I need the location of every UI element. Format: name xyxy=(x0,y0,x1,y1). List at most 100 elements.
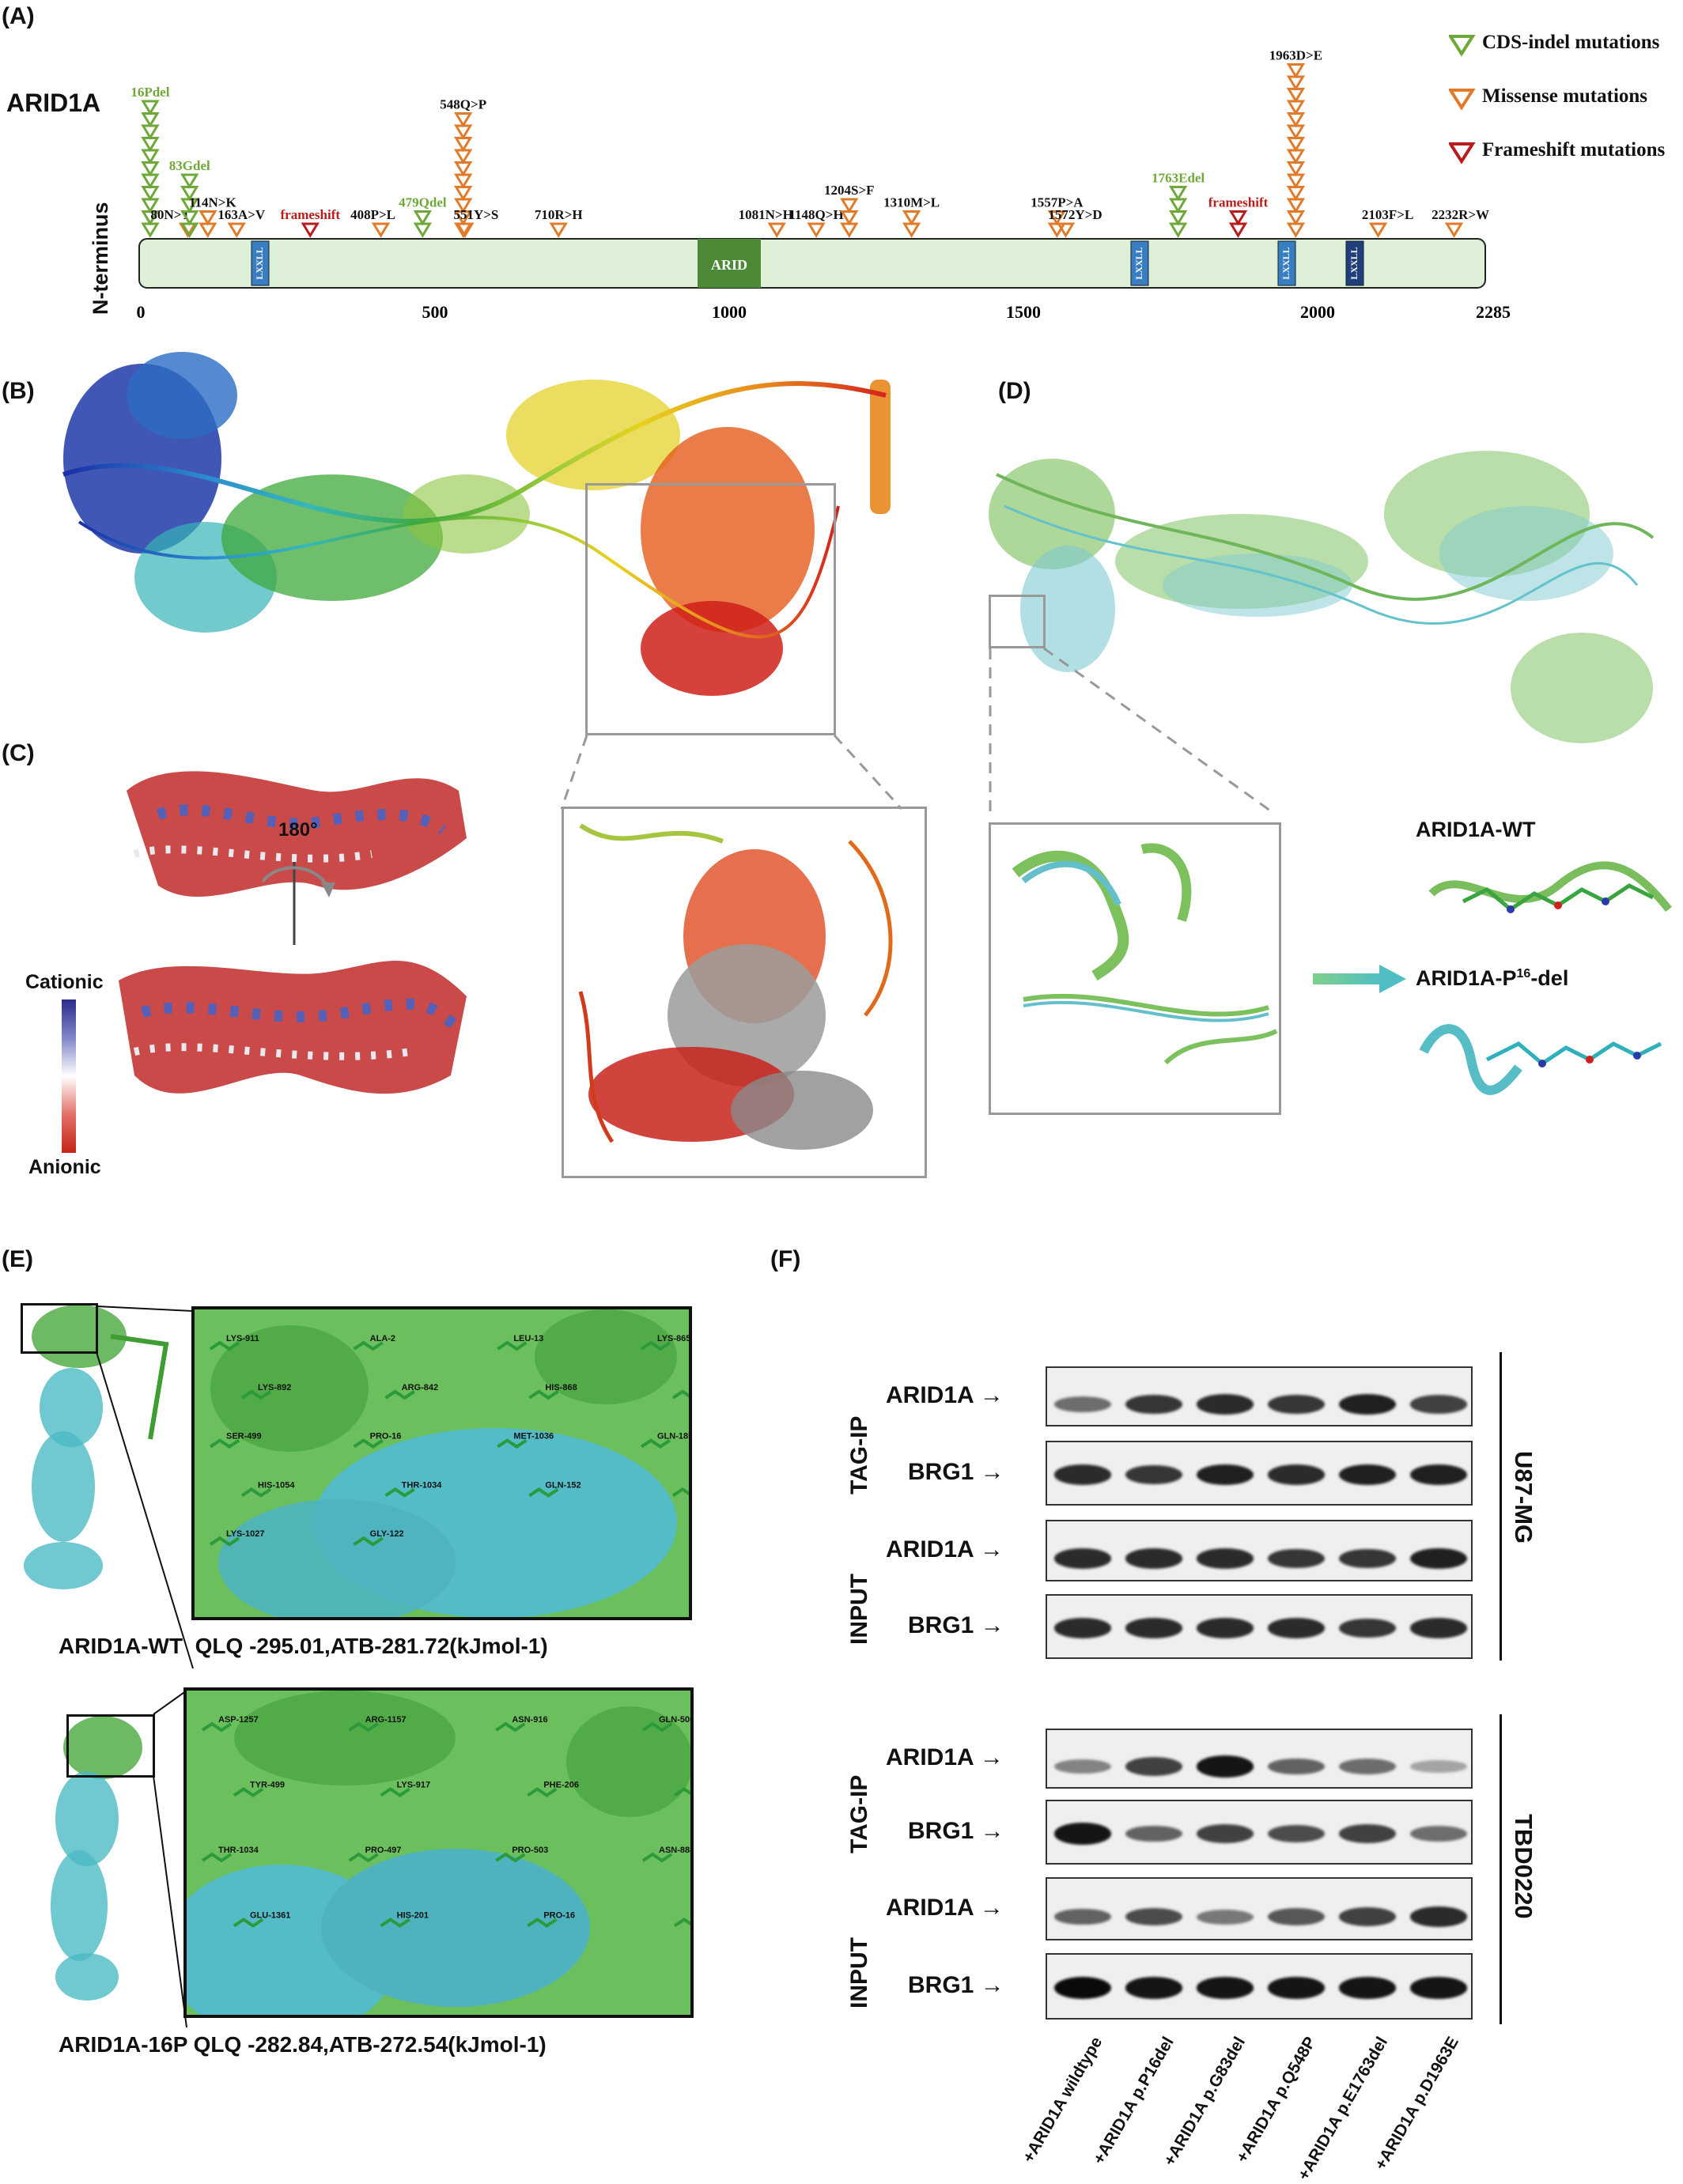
blot-band xyxy=(1054,1759,1111,1774)
blot-row-label: BRG1 → xyxy=(908,1612,1004,1638)
mutation-marker xyxy=(1168,186,1188,202)
blot-band xyxy=(1410,1760,1467,1773)
blot-band xyxy=(1410,1464,1467,1486)
mutation-label: 16Pdel xyxy=(130,85,169,100)
mutation-marker xyxy=(840,198,859,213)
residue-label: GLU-1361 xyxy=(250,1911,290,1921)
mutation-label: 83Gdel xyxy=(169,158,210,173)
residue-label: GLN-185 xyxy=(657,1432,689,1442)
caption-mut: ARID1A-16P QLQ -282.84,ATB-272.54(kJmol-… xyxy=(59,2032,547,2057)
blot-band xyxy=(1197,1755,1254,1778)
blot-band xyxy=(1268,1908,1325,1925)
cell-line-label: TBD0220 xyxy=(1510,1814,1537,1919)
legend-indel-icon xyxy=(1449,35,1476,57)
gene-name: ARID1A xyxy=(6,89,101,117)
blot-band xyxy=(1268,1618,1325,1638)
mutation-label: 1310M>L xyxy=(883,195,940,210)
panel-c-label: (C) xyxy=(2,740,35,766)
panel-d-label: (D) xyxy=(998,378,1031,404)
blot-strip xyxy=(1046,1953,1473,2020)
residue-label: PHE-206 xyxy=(543,1781,579,1790)
cationic-label: Cationic xyxy=(25,971,104,993)
residue-label: ASN-888 xyxy=(659,1846,690,1855)
zoom-box-d-small xyxy=(989,595,1046,648)
residue-label: HIS-1054 xyxy=(258,1480,295,1490)
mutation-marker xyxy=(1047,210,1067,226)
mutation-label: 1572Y>D xyxy=(1048,207,1102,222)
zoom-box-b xyxy=(585,483,836,735)
panel-e-label: (E) xyxy=(2,1246,33,1272)
residue-label: GLN-152 xyxy=(545,1480,581,1490)
rotate-arrow-icon xyxy=(261,862,335,945)
lxxll-motif xyxy=(1130,240,1149,286)
mutation-label: 710R>H xyxy=(535,207,583,222)
blot-band xyxy=(1125,1464,1182,1485)
blot-strip xyxy=(1046,1877,1473,1940)
blot-band xyxy=(1197,1464,1254,1486)
blot-group-label: INPUT xyxy=(846,1574,872,1645)
residue-label: LYS-917 xyxy=(397,1781,430,1790)
residue-label: ALA-2 xyxy=(370,1334,395,1343)
blot-row-label: BRG1 → xyxy=(908,1818,1004,1844)
blot-group-label: TAG-IP xyxy=(846,1774,872,1853)
mutation-label: 551Y>S xyxy=(453,207,498,222)
blot-band xyxy=(1339,1977,1396,1999)
mutation-label: 548Q>P xyxy=(440,97,486,112)
blot-band xyxy=(1197,1618,1254,1638)
residue-label: THR-1034 xyxy=(402,1480,443,1490)
legend-indel: CDS-indel mutations xyxy=(1482,32,1660,53)
blot-row-label: ARID1A → xyxy=(886,1895,1004,1921)
blot-band xyxy=(1410,1977,1467,1999)
mutation-label: frameshift xyxy=(1208,195,1269,210)
blot-band xyxy=(1410,1395,1467,1414)
residue-label: PRO-16 xyxy=(370,1432,402,1442)
blot-band xyxy=(1410,1547,1467,1570)
blot-band xyxy=(1268,1758,1325,1775)
blot-strip xyxy=(1046,1594,1473,1659)
blot-band xyxy=(1339,1618,1396,1638)
mutation-marker xyxy=(1444,222,1464,238)
blot-strip xyxy=(1046,1441,1473,1506)
arid-domain-label: ARID xyxy=(711,257,747,273)
legend-frameshift-icon xyxy=(1449,142,1476,164)
blot-band xyxy=(1339,1759,1396,1774)
residue-label: PRO-503 xyxy=(512,1846,548,1855)
blot-band xyxy=(1054,1823,1111,1845)
wt-mutant-overlay xyxy=(989,451,1655,743)
docking-overview-mut xyxy=(51,1716,142,2001)
zoom-box-e-wt xyxy=(21,1303,98,1354)
lxxll-motif-label: LXXLL xyxy=(254,247,265,279)
residue-label: PRO-497 xyxy=(365,1846,402,1855)
blot-band xyxy=(1054,1977,1111,1999)
blot-strip xyxy=(1046,1520,1473,1581)
blot-band xyxy=(1125,1977,1182,1999)
lxxll-motif xyxy=(1277,240,1296,286)
residue-label: LYS-911 xyxy=(226,1334,259,1343)
mutation-label: 1763Edel xyxy=(1152,171,1205,186)
mutation-marker xyxy=(141,100,160,115)
wt-label: ARID1A-WT xyxy=(1416,818,1536,841)
lxxll-motif xyxy=(251,240,270,286)
mutation-marker xyxy=(767,222,786,238)
mutation-marker xyxy=(371,222,391,238)
blot-row-label: BRG1 → xyxy=(908,1459,1004,1485)
residue-label: GLN-500 xyxy=(659,1715,690,1725)
residue-label: TYR-499 xyxy=(250,1781,285,1790)
mutation-label: 114N>K xyxy=(189,195,237,210)
residue-label: PRO-16 xyxy=(543,1911,575,1921)
blot-group-label: INPUT xyxy=(846,1937,872,2008)
zoom-box-c xyxy=(562,807,927,1178)
arrow-right-icon xyxy=(1313,965,1406,993)
blot-band xyxy=(1339,1393,1396,1415)
legend-missense-icon xyxy=(1449,89,1476,111)
lane-label: +ARID1A p.P16del xyxy=(1090,2034,1178,2168)
zoom-box-d xyxy=(989,822,1281,1115)
panel-b-label: (B) xyxy=(2,378,35,404)
residue-label: THR-1034 xyxy=(218,1846,259,1855)
mutant-label: ARID1A-P16-del xyxy=(1416,966,1569,990)
residue-label: HIS-201 xyxy=(397,1911,429,1921)
residue-label: LYS-892 xyxy=(258,1383,291,1392)
blot-strip xyxy=(1046,1729,1473,1789)
blot-band xyxy=(1268,1464,1325,1485)
blot-band xyxy=(1268,1394,1325,1415)
